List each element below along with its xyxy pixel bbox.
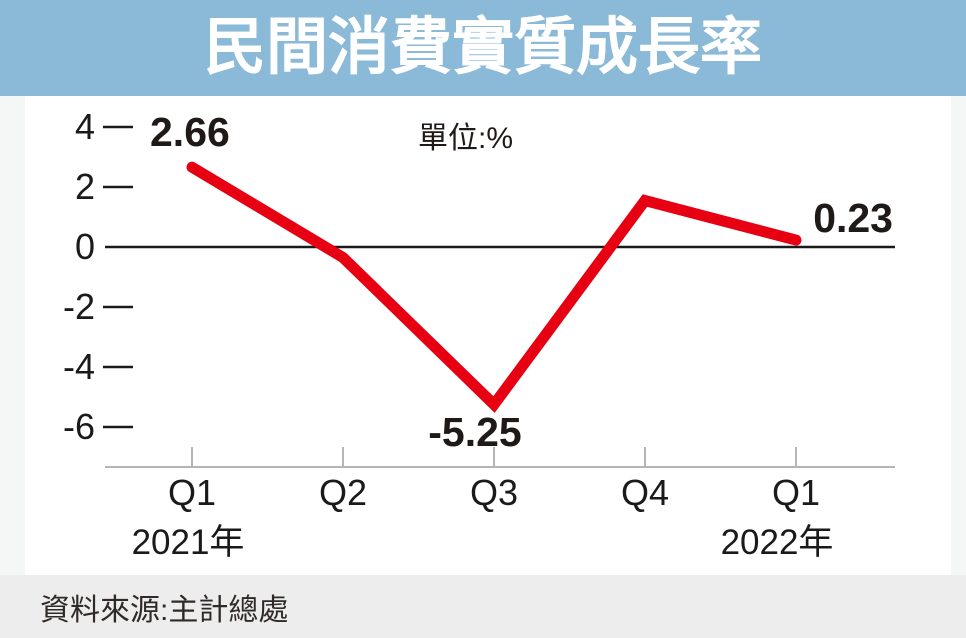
- year-label-2022: 2022年: [720, 523, 834, 562]
- header-band: 民間消費實質成長率: [0, 0, 966, 96]
- unit-note: 單位:%: [418, 122, 514, 155]
- ytick-label: 2: [74, 166, 95, 207]
- ytick-label: -2: [62, 286, 95, 327]
- ytick-label: 4: [74, 106, 95, 147]
- page-title: 民間消費實質成長率: [203, 13, 762, 82]
- footer-band: 資料來源:主計總處: [0, 575, 966, 638]
- xtick-label: Q3: [469, 472, 519, 513]
- line-chart: [103, 125, 895, 468]
- ytick-label: 0: [74, 226, 95, 267]
- xtick-label: Q4: [620, 472, 670, 513]
- xtick-label: Q1: [167, 472, 217, 513]
- xtick-label: Q2: [318, 472, 368, 513]
- xtick-label: Q1: [771, 472, 821, 513]
- chart-panel: 4 2 0 -2 -4 -6 單位:% 2.66 -5.25 0.23 Q1 Q…: [25, 96, 951, 575]
- data-source-text: 資料來源:主計總處: [40, 593, 289, 627]
- data-label-q1-2022: 0.23: [813, 195, 893, 241]
- ytick-label: -6: [62, 406, 95, 447]
- trend-line: [186, 161, 802, 413]
- year-label-2021: 2021年: [131, 523, 245, 562]
- ytick-label: -4: [62, 346, 95, 387]
- data-label-q3-2021: -5.25: [428, 409, 522, 455]
- data-label-q1-2021: 2.66: [150, 109, 230, 155]
